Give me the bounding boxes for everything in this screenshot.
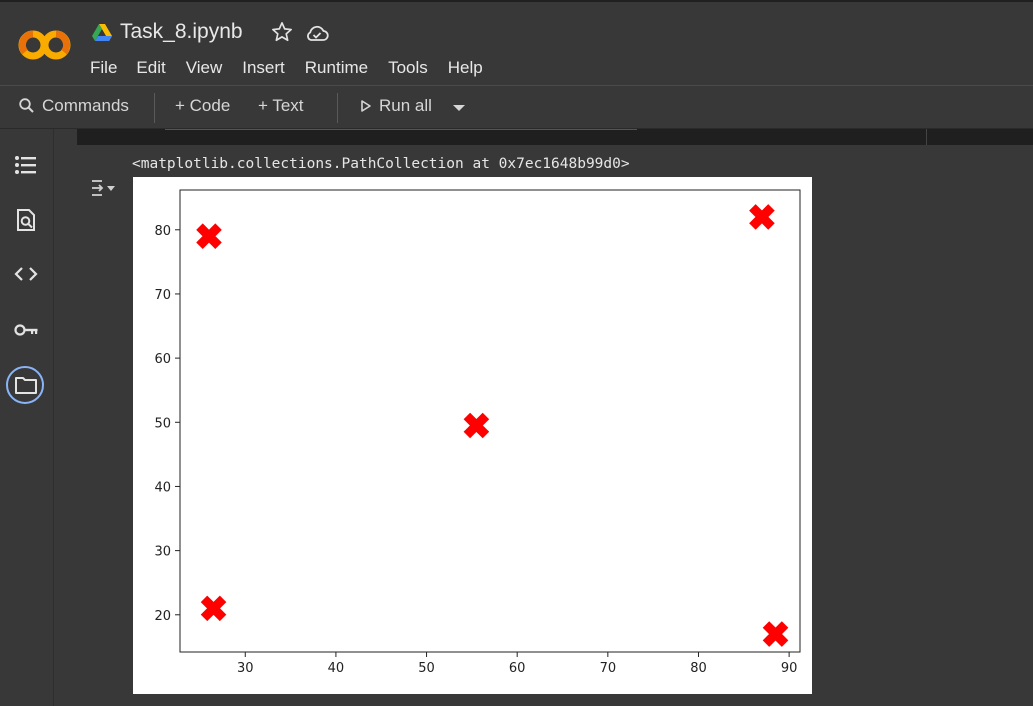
scatter-point <box>749 204 775 230</box>
toolbar-divider <box>337 93 338 123</box>
google-drive-icon <box>92 24 112 41</box>
scatter-point <box>200 595 227 622</box>
cloud-saved-icon[interactable] <box>305 22 329 44</box>
x-tick-label: 90 <box>781 661 798 676</box>
add-code-button[interactable]: + Code <box>175 96 230 116</box>
commands-label: Commands <box>42 96 129 115</box>
run-all-button[interactable]: Run all <box>360 96 432 116</box>
code-snippets-icon[interactable] <box>13 261 39 287</box>
notebook-title[interactable]: Task_8.ipynb <box>120 20 243 43</box>
cell-output-text: <matplotlib.collections.PathCollection a… <box>132 156 630 172</box>
y-tick-label: 80 <box>154 224 171 239</box>
y-tick-label: 30 <box>154 545 171 560</box>
x-tick-label: 70 <box>600 661 617 676</box>
left-sidebar <box>0 129 54 706</box>
chevron-down-icon[interactable] <box>451 102 467 114</box>
find-replace-icon[interactable] <box>13 207 39 233</box>
toolbar: Commands + Code + Text Run all <box>0 85 1033 129</box>
scatter-point <box>762 621 789 647</box>
menu-bar: File Edit View Insert Runtime Tools Help <box>90 58 503 78</box>
scatter-chart-svg: 30 40 50 60 70 80 90 20 30 40 50 60 70 80 <box>154 189 801 676</box>
menu-tools[interactable]: Tools <box>388 58 428 77</box>
files-folder-icon[interactable] <box>13 372 39 398</box>
x-tick-label: 40 <box>328 661 345 676</box>
search-icon <box>19 98 34 113</box>
y-tick-label: 70 <box>154 288 171 303</box>
play-icon <box>361 100 371 112</box>
y-tick-label: 60 <box>154 352 171 367</box>
notebook-content: <matplotlib.collections.PathCollection a… <box>54 129 1033 706</box>
scatter-point <box>463 412 490 439</box>
menu-edit[interactable]: Edit <box>136 58 166 77</box>
menu-help[interactable]: Help <box>447 58 483 77</box>
x-tick-label: 30 <box>237 661 254 676</box>
y-tick-label: 40 <box>154 480 171 495</box>
menu-view[interactable]: View <box>185 58 223 77</box>
commands-button[interactable]: Commands <box>18 96 129 116</box>
table-of-contents-icon[interactable] <box>13 152 39 178</box>
files-button-active-ring[interactable] <box>6 366 44 404</box>
add-text-button[interactable]: + Text <box>258 96 304 116</box>
scatter-plot: 30 40 50 60 70 80 90 20 30 40 50 60 70 80 <box>133 177 812 694</box>
code-cell-editor[interactable] <box>77 129 1033 145</box>
x-tick-label: 50 <box>418 661 435 676</box>
menu-insert[interactable]: Insert <box>242 58 285 77</box>
scatter-point <box>196 223 222 249</box>
secrets-key-icon[interactable] <box>13 317 39 343</box>
cell-divider <box>926 129 927 145</box>
x-tick-label: 80 <box>690 661 707 676</box>
toolbar-divider <box>154 93 155 123</box>
colab-logo-icon[interactable] <box>18 26 72 64</box>
output-menu-icon[interactable] <box>88 178 118 202</box>
y-tick-label: 50 <box>154 416 171 431</box>
menu-file[interactable]: File <box>90 58 118 77</box>
x-tick-label: 60 <box>509 661 526 676</box>
plot-area-frame <box>179 189 801 653</box>
y-tick-label: 20 <box>154 609 171 624</box>
menu-runtime[interactable]: Runtime <box>304 58 369 77</box>
add-text-label: + Text <box>258 96 304 115</box>
add-code-label: + Code <box>175 96 231 115</box>
code-line-fragment <box>165 129 637 130</box>
header-bar: Task_8.ipynb File Edit View Insert Runti… <box>0 0 1033 85</box>
run-all-label: Run all <box>379 96 432 115</box>
star-icon[interactable] <box>271 21 293 43</box>
